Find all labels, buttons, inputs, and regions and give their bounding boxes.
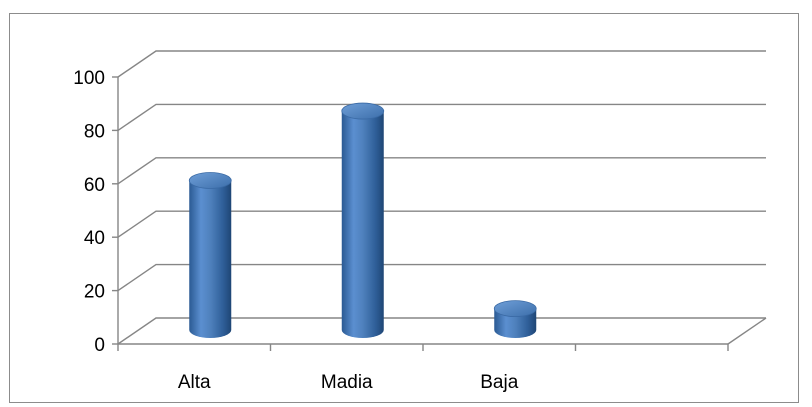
chart-frame: [9, 13, 799, 403]
y-tick-label: 60: [84, 175, 105, 196]
gridline: [117, 263, 766, 292]
y-tick-label: 100: [73, 68, 105, 89]
y-tick-label: 20: [84, 282, 105, 303]
y-tick-labels: 0 20 40 60 80 100: [73, 68, 105, 356]
bars: [188, 102, 537, 338]
x-tick-label: Alta: [178, 372, 211, 393]
x-tick-label: Baja: [480, 372, 518, 393]
gridline: [117, 210, 766, 238]
x-tick-label: Madia: [321, 372, 373, 393]
axes: [112, 76, 767, 351]
gridlines: [117, 50, 766, 345]
gridline: [117, 50, 766, 78]
x-tick-labels: Alta Madia Baja: [178, 372, 519, 393]
gridline: [117, 317, 766, 345]
bar-cap: [188, 172, 232, 189]
gridline: [117, 103, 766, 131]
bar-cap: [493, 300, 537, 318]
bar-body: [341, 111, 384, 338]
floor-right-edge: [727, 317, 767, 345]
y-tick-label: 80: [84, 121, 105, 142]
bar: [493, 300, 537, 338]
bar: [341, 102, 385, 338]
bar-body: [189, 180, 232, 338]
gridline: [117, 157, 766, 185]
y-tick-label: 40: [84, 228, 105, 249]
bar: [188, 172, 232, 338]
y-tick-label: 0: [94, 335, 105, 356]
bar-cap: [341, 102, 385, 120]
